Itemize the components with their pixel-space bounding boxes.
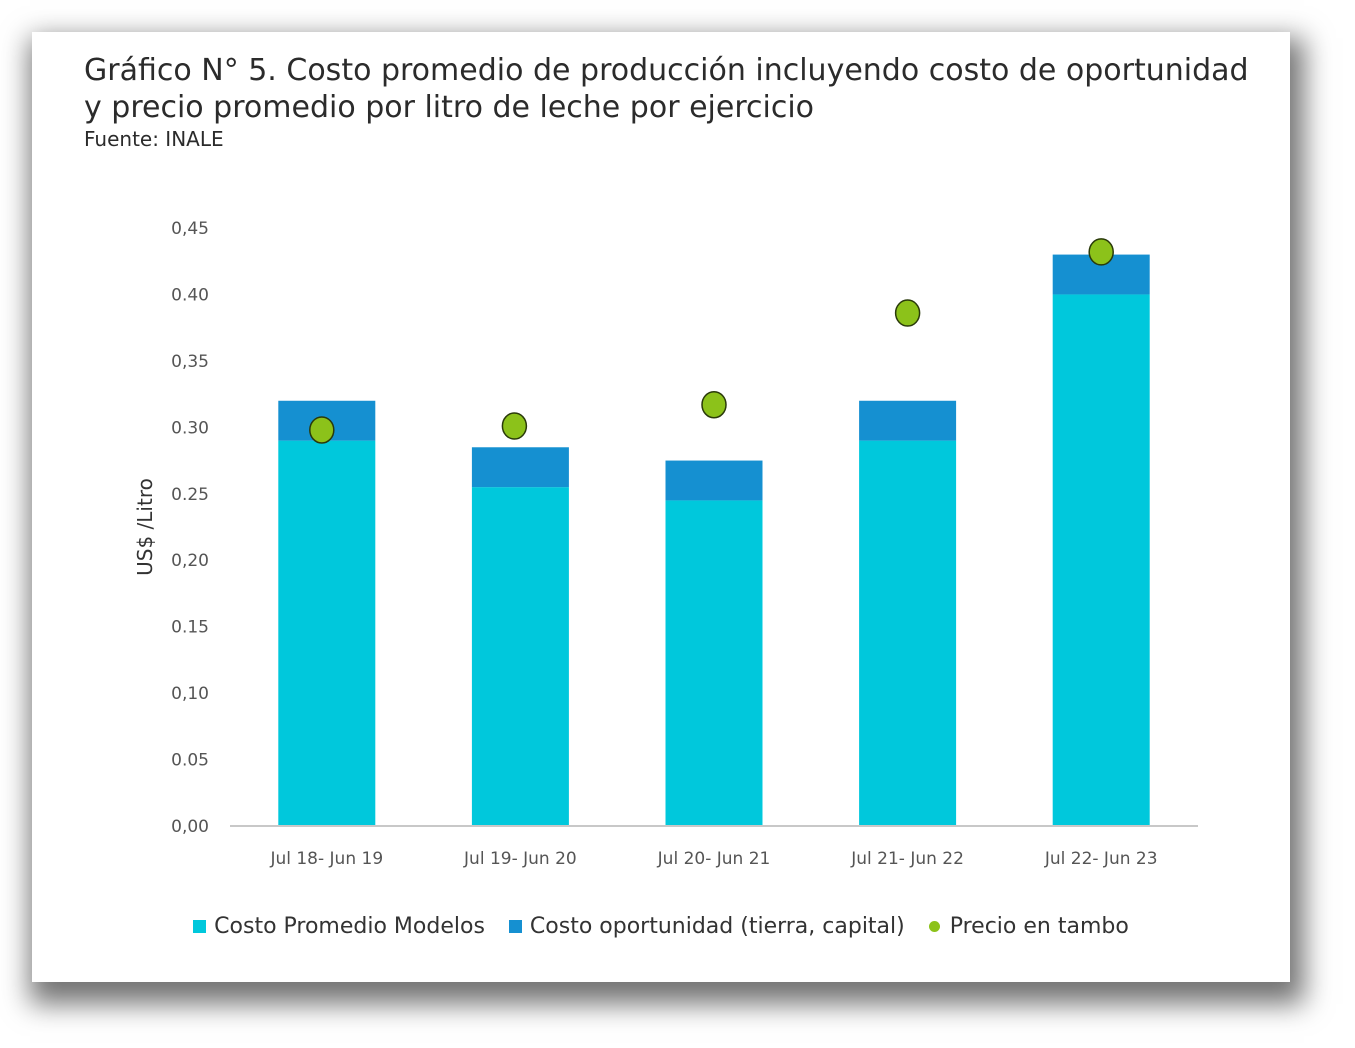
bar-costo-oportunidad bbox=[471, 447, 569, 488]
chart-title: Gráfico N° 5. Costo promedio de producci… bbox=[84, 53, 1249, 125]
chart-legend: Costo Promedio Modelos Costo oportunidad… bbox=[32, 914, 1290, 939]
y-tick-label: 0,00 bbox=[171, 817, 209, 837]
legend-swatch-opportunity bbox=[508, 920, 522, 933]
x-tick-label: Jul 18- Jun 19 bbox=[269, 849, 383, 869]
bar-costo-promedio bbox=[859, 440, 957, 826]
legend-label-base: Costo Promedio Modelos bbox=[214, 914, 485, 939]
legend-swatch-base bbox=[193, 920, 207, 933]
y-tick-label: 0.05 bbox=[171, 751, 209, 771]
bar-costo-oportunidad bbox=[665, 460, 763, 501]
legend-item-opportunity: Costo oportunidad (tierra, capital) bbox=[508, 914, 905, 939]
y-axis-title: US$ /Litro bbox=[133, 478, 157, 576]
chart-card: Gráfico N° 5. Costo promedio de producci… bbox=[32, 32, 1290, 982]
bar-costo-promedio bbox=[1052, 294, 1150, 826]
bar-costo-oportunidad bbox=[859, 400, 957, 441]
legend-label-price: Precio en tambo bbox=[949, 914, 1129, 939]
y-tick-label: 0,10 bbox=[171, 684, 209, 704]
bar-costo-promedio bbox=[471, 487, 569, 826]
price-point bbox=[701, 390, 727, 419]
legend-item-price: Precio en tambo bbox=[928, 914, 1129, 939]
y-tick-label: 0.30 bbox=[171, 418, 209, 438]
legend-item-base: Costo Promedio Modelos bbox=[193, 914, 485, 939]
legend-marker-price bbox=[928, 921, 940, 932]
y-tick-label: 0,20 bbox=[171, 551, 209, 571]
y-tick-label: 0,35 bbox=[171, 352, 209, 372]
x-tick-label: Jul 21- Jun 22 bbox=[850, 849, 964, 869]
x-tick-label: Jul 22- Jun 23 bbox=[1044, 849, 1158, 869]
bar-costo-promedio bbox=[278, 440, 376, 826]
chart-source: Fuente: INALE bbox=[84, 127, 224, 151]
y-tick-label: 0.15 bbox=[171, 618, 209, 638]
y-tick-label: 0.40 bbox=[171, 285, 209, 305]
price-point bbox=[309, 416, 335, 444]
price-point bbox=[894, 299, 921, 327]
chart-plot: 0,00 0.05 0,10 0.15 0,20 0.25 0.30 0,35 0.40 0,45… bbox=[133, 219, 1198, 869]
legend-label-opportunity: Costo oportunidad (tierra, capital) bbox=[529, 914, 905, 939]
price-point bbox=[1088, 238, 1114, 266]
price-point bbox=[501, 412, 528, 440]
y-tick-label: 0,45 bbox=[171, 219, 209, 239]
bar-costo-promedio bbox=[665, 500, 763, 826]
y-tick-label: 0.25 bbox=[171, 485, 209, 505]
x-tick-label: Jul 20- Jun 21 bbox=[657, 849, 771, 869]
x-tick-label: Jul 19- Jun 20 bbox=[463, 849, 577, 869]
